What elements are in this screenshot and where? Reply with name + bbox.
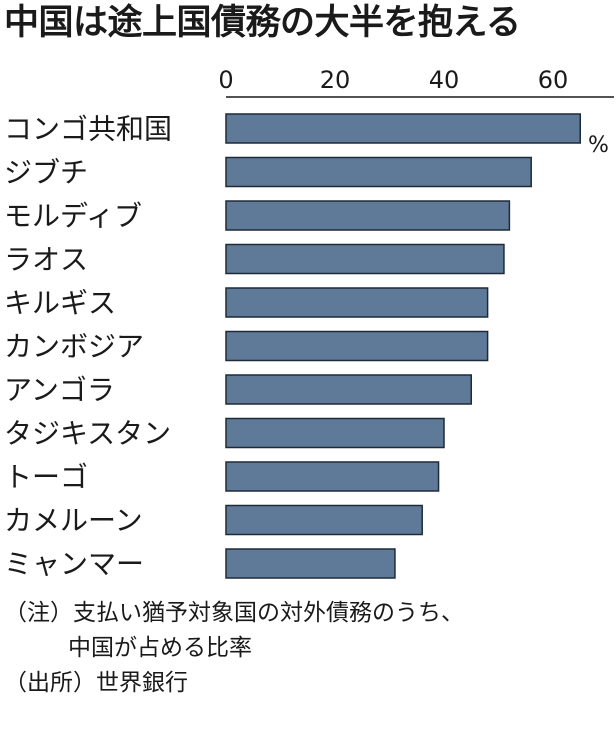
chart-title: 中国は途上国債務の大半を抱える xyxy=(4,3,521,43)
unit-label: % xyxy=(588,133,609,158)
x-tick-label: 60 xyxy=(538,66,569,94)
bar xyxy=(225,504,423,536)
category-labels: コンゴ共和国ジブチモルディブラオスキルギスカンボジアアンゴラタジキスタントーゴカ… xyxy=(4,113,172,581)
category-label: ラオス xyxy=(4,243,88,276)
category-label: ミャンマー xyxy=(4,548,144,581)
bar xyxy=(225,461,440,492)
bar xyxy=(225,417,445,449)
note-text-line2: 中国が占める比率 xyxy=(68,635,252,661)
category-label: トーゴ xyxy=(4,461,88,494)
category-label: モルディブ xyxy=(4,200,142,233)
bar xyxy=(225,374,472,405)
bar xyxy=(225,200,511,231)
x-axis-ticks: 0 20 40 60 xyxy=(218,66,568,94)
category-label: キルギス xyxy=(4,287,116,320)
category-label: コンゴ共和国 xyxy=(4,113,172,146)
category-label: アンゴラ xyxy=(4,374,115,407)
x-tick-label: 20 xyxy=(320,66,351,94)
category-label: カンボジア xyxy=(4,330,144,363)
bar xyxy=(225,156,532,188)
bar xyxy=(225,243,505,275)
bar xyxy=(225,330,489,362)
bar xyxy=(225,113,581,144)
x-tick-label: 0 xyxy=(218,66,233,94)
bars xyxy=(225,113,581,579)
bar xyxy=(225,287,489,318)
x-tick-label: 40 xyxy=(429,66,460,94)
bar-chart: 0 20 40 60 コンゴ共和国ジブチモルディブラオスキルギスカンボジアアンゴラタジ… xyxy=(4,66,614,581)
note-text-line1: （注）支払い猶予対象国の対外債務のうち、 xyxy=(4,600,464,626)
category-label: タジキスタン xyxy=(4,417,171,450)
category-label: ジブチ xyxy=(4,156,88,189)
source-text: （出所）世界銀行 xyxy=(4,670,188,696)
category-label: カメルーン xyxy=(4,504,143,537)
footnotes: （注）支払い猶予対象国の対外債務のうち、 中国が占める比率 （出所）世界銀行 xyxy=(4,596,614,701)
bar xyxy=(225,548,396,579)
